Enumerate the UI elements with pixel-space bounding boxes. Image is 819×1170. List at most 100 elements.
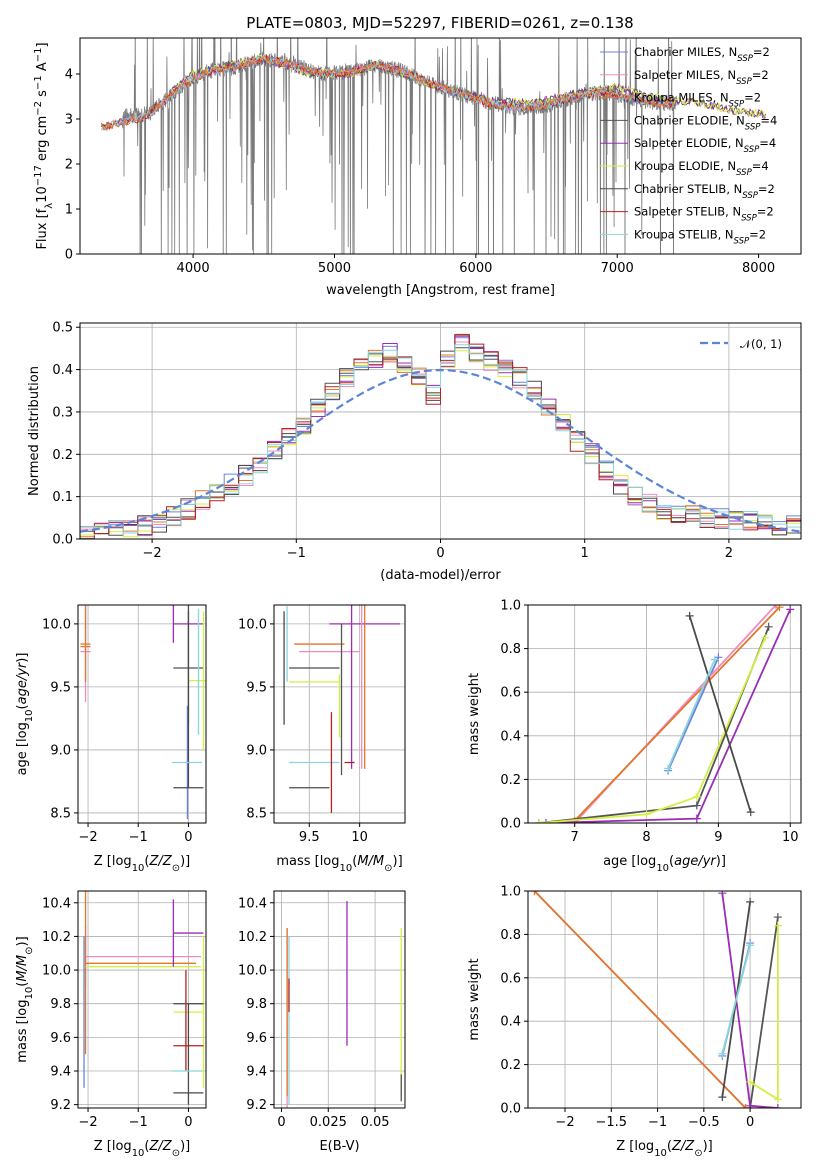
label-part: Z/Z [149,854,173,869]
y-axis-label: Normed distribution [27,366,42,496]
y-tick-label: 0 [65,248,73,263]
panel-spectrum: 4000 5000 6000 7000 8000 0 1 2 3 4 wavelength [Ang… [33,37,802,298]
legend-sub: SSP [736,77,752,87]
x-tick-label: 6000 [459,261,492,276]
weight-marker [692,792,701,801]
label-part: M/M [357,854,384,869]
figure-title: PLATE=0803, MJD=52297, FIBERID=0261, z=0… [246,14,633,32]
label-part: 10 [132,863,145,874]
weight-marker [530,891,539,895]
x-axis-label: Z [log10(Z/Z⊙)] [616,1139,713,1159]
x-tick-label: −2 [78,1115,97,1130]
y-tick-label: 10.0 [42,617,71,632]
x-tick-label: −1 [129,1115,148,1130]
legend-post: =2 [753,45,770,59]
y-tick-label: 0.6 [500,971,521,986]
legend-entry-1: Salpeter MILES, NSSP=2 [634,68,769,87]
weight-line-5 [538,637,766,823]
legend-entry-8: Kroupa STELIB, NSSP=2 [634,227,766,246]
legend-text: Kroupa ELODIE, N [634,159,736,173]
label-part: ⊙ [694,1148,702,1159]
y-tick-label: 0.4 [500,1015,521,1030]
y-tick-label: 9.5 [50,680,71,695]
x-tick-label: 8000 [742,261,775,276]
weight-marker [746,1077,755,1086]
y-tick-label: 1 [65,203,73,218]
legend-entry-2: Kroupa MILES, NSSP=2 [634,91,761,110]
y-axis-label: mass [log10(M/M⊙)] [15,936,35,1062]
y-tick-label: 0.8 [500,642,521,657]
x-tick-label: −2 [555,1115,574,1130]
plot-area [80,323,801,539]
legend-text: Kroupa MILES, N [634,91,729,105]
y-tick-label: 10.0 [42,964,71,979]
weight-marker [642,810,651,819]
legend-sub: SSP [745,122,761,132]
legend-text: Chabrier MILES, N [634,45,737,59]
label-part: ( [144,1139,149,1154]
x-axis-label: (data-model)/error [380,568,501,583]
axes-frame [273,890,406,1109]
label-part: ⊙ [24,946,35,954]
x-tick-label: 10 [782,830,799,845]
weight-marker [741,1104,750,1108]
weight-marker [664,764,673,773]
weight-marker [718,891,727,898]
label-part: −2 [33,101,44,116]
x-tick-label: 2 [725,546,733,561]
weight-marker [692,801,701,810]
legend-post: =2 [749,227,766,241]
plot-area [528,891,801,1108]
legend-entry-0: Chabrier MILES, NSSP=2 [634,45,770,64]
x-tick-label: 10 [351,830,368,845]
legend-normal: 𝒩(0, 1) [700,337,782,351]
weight-line-7 [721,945,751,1055]
label-part: A [35,62,50,75]
label-part: )] [716,854,726,869]
legend-text: Salpeter STELIB, N [634,205,741,219]
legend-post: =4 [752,159,769,173]
x-tick-label: 0 [184,1115,192,1130]
legend-text: Salpeter MILES, N [634,68,736,82]
axes-frame [77,890,207,1109]
x-tick-label: 0 [746,1115,754,1130]
y-tick-label: 9.8 [246,997,267,1012]
axes-frame [79,322,802,540]
y-tick-label: 10.0 [238,964,267,979]
label-part: 10 [24,709,35,722]
y-axis-label: Flux [fλ10−17 erg cm−2 s−1 A−1] [33,42,55,249]
legend-post: =4 [760,113,777,127]
label-part: λ [44,203,55,209]
label-part: s [35,90,50,101]
legend-normal-label: 𝒩(0, 1) [740,337,782,351]
legend-entry-4: Salpeter ELODIE, NSSP=4 [634,136,776,155]
y-tick-label: 0.4 [52,363,73,378]
legend-sub: SSP [729,100,745,110]
panel-weight_vs_Z: −2 −1.5 −1 −0.5 0 0.0 0.2 0.4 0.6 0.8 1.0 Z [log10(… [467,885,802,1159]
y-tick-label: 9.2 [246,1098,267,1113]
observed-spectrum [122,38,677,254]
legend-sub: SSP [734,236,750,246]
weight-marker [534,819,543,823]
y-tick-label: 9.5 [246,680,267,695]
x-tick-label: −0.5 [688,1115,720,1130]
y-axis-label: mass weight [467,673,482,755]
plot-area [274,891,405,1108]
weight-marker [718,1049,727,1058]
model-spectrum-3 [171,55,767,118]
x-tick-label: 0.025 [310,1115,347,1130]
y-tick-label: 0.2 [52,448,73,463]
label-part: ⊙ [384,863,392,874]
legend-sub: SSP [737,54,753,64]
y-tick-label: 1.0 [500,599,521,614]
y-tick-label: 0.6 [500,686,521,701]
label-part: ( [15,982,30,987]
weight-marker [541,819,550,823]
legend-text: Chabrier STELIB, N [634,182,742,196]
y-tick-label: 0.0 [500,1102,521,1117]
residual-histogram-8 [80,344,801,534]
x-tick-label: 9.5 [299,830,320,845]
weight-marker [746,1101,755,1108]
weight-marker [786,605,795,614]
